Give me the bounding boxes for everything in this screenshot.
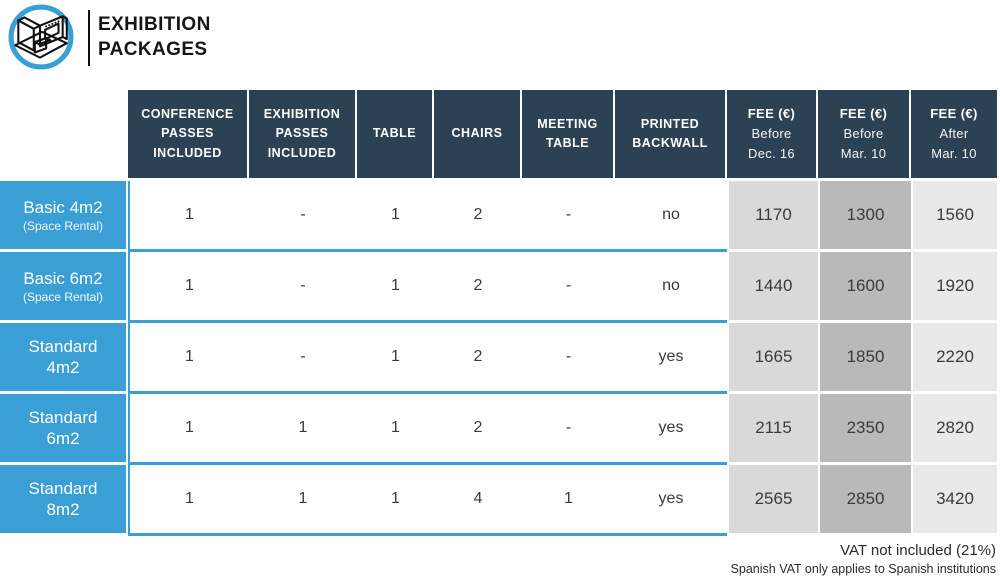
col-header-printed-backwall: PRINTED BACKWALL xyxy=(615,90,727,178)
cell-fee-before-mar10: 2350 xyxy=(818,394,911,465)
fee-sub: Dec. 16 xyxy=(748,146,795,162)
cell-fee-before-mar10: 1850 xyxy=(818,323,911,394)
title-divider xyxy=(88,10,90,66)
row-label-text: Standard 6m2 xyxy=(28,407,98,448)
col-header-fee-before-dec16: FEE (€) Before Dec. 16 xyxy=(727,90,818,178)
cell-fee-after-mar10: 1560 xyxy=(911,181,1000,252)
cell-chairs: 4 xyxy=(434,465,522,536)
cell-conference-passes: 1 xyxy=(128,323,249,394)
col-header-conference-passes: CONFERENCE PASSES INCLUDED xyxy=(128,90,249,178)
row-label-standard-4m2: Standard 4m2 xyxy=(0,323,126,391)
row-sublabel-text: (Space Rental) xyxy=(22,290,104,305)
cell-table: 1 xyxy=(357,252,434,323)
cell-fee-before-dec16: 2565 xyxy=(727,465,818,536)
cell-table: 1 xyxy=(357,465,434,536)
cell-meeting-table: - xyxy=(522,394,615,465)
vat-note-line2: Spanish VAT only applies to Spanish inst… xyxy=(730,561,996,576)
vat-note-line1: VAT not included (21%) xyxy=(840,542,996,559)
cell-conference-passes: 1 xyxy=(128,465,249,536)
cell-chairs: 2 xyxy=(434,181,522,252)
cell-printed-backwall: yes xyxy=(615,323,727,394)
fee-title: FEE (€) xyxy=(747,105,796,121)
row-label-text: Standard 4m2 xyxy=(28,336,98,377)
fee-sub: Before xyxy=(843,125,884,141)
cell-meeting-table: - xyxy=(522,181,615,252)
cell-chairs: 2 xyxy=(434,394,522,465)
cell-conference-passes: 1 xyxy=(128,394,249,465)
cell-fee-after-mar10: 2220 xyxy=(911,323,1000,394)
col-header-chairs: CHAIRS xyxy=(434,90,522,178)
cell-fee-before-dec16: 1440 xyxy=(727,252,818,323)
cell-exhibition-passes: - xyxy=(249,323,357,394)
cell-printed-backwall: no xyxy=(615,181,727,252)
cell-printed-backwall: no xyxy=(615,252,727,323)
vat-note: VAT not included (21%) Spanish VAT only … xyxy=(0,542,996,577)
fee-sub: Mar. 10 xyxy=(931,146,977,162)
fee-title: FEE (€) xyxy=(839,105,888,121)
cell-fee-before-dec16: 2115 xyxy=(727,394,818,465)
cell-meeting-table: - xyxy=(522,252,615,323)
cell-fee-before-mar10: 1600 xyxy=(818,252,911,323)
page-title: EXHIBITION PACKAGES xyxy=(98,13,211,62)
col-header-exhibition-passes: EXHIBITION PASSES INCLUDED xyxy=(249,90,357,178)
col-header-meeting-table: MEETING TABLE xyxy=(522,90,615,178)
exhibition-booth-icon xyxy=(8,4,74,70)
fee-title: FEE (€) xyxy=(930,105,978,121)
cell-fee-after-mar10: 2820 xyxy=(911,394,1000,465)
cell-exhibition-passes: - xyxy=(249,181,357,252)
col-header-fee-after-mar10: FEE (€) After Mar. 10 xyxy=(911,90,1000,178)
brand-header: EXHIBITION PACKAGES xyxy=(0,0,1000,90)
cell-conference-passes: 1 xyxy=(128,252,249,323)
cell-fee-after-mar10: 1920 xyxy=(911,252,1000,323)
cell-chairs: 2 xyxy=(434,252,522,323)
row-label-basic-4m2: Basic 4m2 (Space Rental) xyxy=(0,181,126,249)
page-title-line2: PACKAGES xyxy=(98,38,208,60)
cell-table: 1 xyxy=(357,323,434,394)
page-title-line1: EXHIBITION xyxy=(98,14,211,35)
row-label-basic-6m2: Basic 6m2 (Space Rental) xyxy=(0,252,126,320)
fee-sub: Before xyxy=(751,125,792,141)
cell-table: 1 xyxy=(357,181,434,252)
cell-table: 1 xyxy=(357,394,434,465)
col-header-table: TABLE xyxy=(357,90,434,178)
row-sublabel-text: (Space Rental) xyxy=(22,219,104,234)
row-label-text: Standard 8m2 xyxy=(28,478,98,519)
cell-meeting-table: - xyxy=(522,323,615,394)
cell-fee-after-mar10: 3420 xyxy=(911,465,1000,536)
cell-printed-backwall: yes xyxy=(615,394,727,465)
cell-fee-before-dec16: 1665 xyxy=(727,323,818,394)
exhibition-packages-table: CONFERENCE PASSES INCLUDED EXHIBITION PA… xyxy=(0,90,1000,536)
fee-sub: After xyxy=(939,125,969,141)
fee-sub: Mar. 10 xyxy=(840,146,887,162)
row-label-text: Basic 6m2 xyxy=(23,268,103,288)
cell-fee-before-mar10: 2850 xyxy=(818,465,911,536)
cell-exhibition-passes: 1 xyxy=(249,465,357,536)
row-label-standard-8m2: Standard 8m2 xyxy=(0,465,126,533)
cell-fee-before-mar10: 1300 xyxy=(818,181,911,252)
corner-cell xyxy=(0,90,128,178)
row-label-text: Basic 4m2 xyxy=(23,197,103,217)
cell-fee-before-dec16: 1170 xyxy=(727,181,818,252)
cell-chairs: 2 xyxy=(434,323,522,394)
row-label-standard-6m2: Standard 6m2 xyxy=(0,394,126,462)
cell-meeting-table: 1 xyxy=(522,465,615,536)
cell-conference-passes: 1 xyxy=(128,181,249,252)
col-header-fee-before-mar10: FEE (€) Before Mar. 10 xyxy=(818,90,911,178)
cell-exhibition-passes: 1 xyxy=(249,394,357,465)
cell-printed-backwall: yes xyxy=(615,465,727,536)
cell-exhibition-passes: - xyxy=(249,252,357,323)
